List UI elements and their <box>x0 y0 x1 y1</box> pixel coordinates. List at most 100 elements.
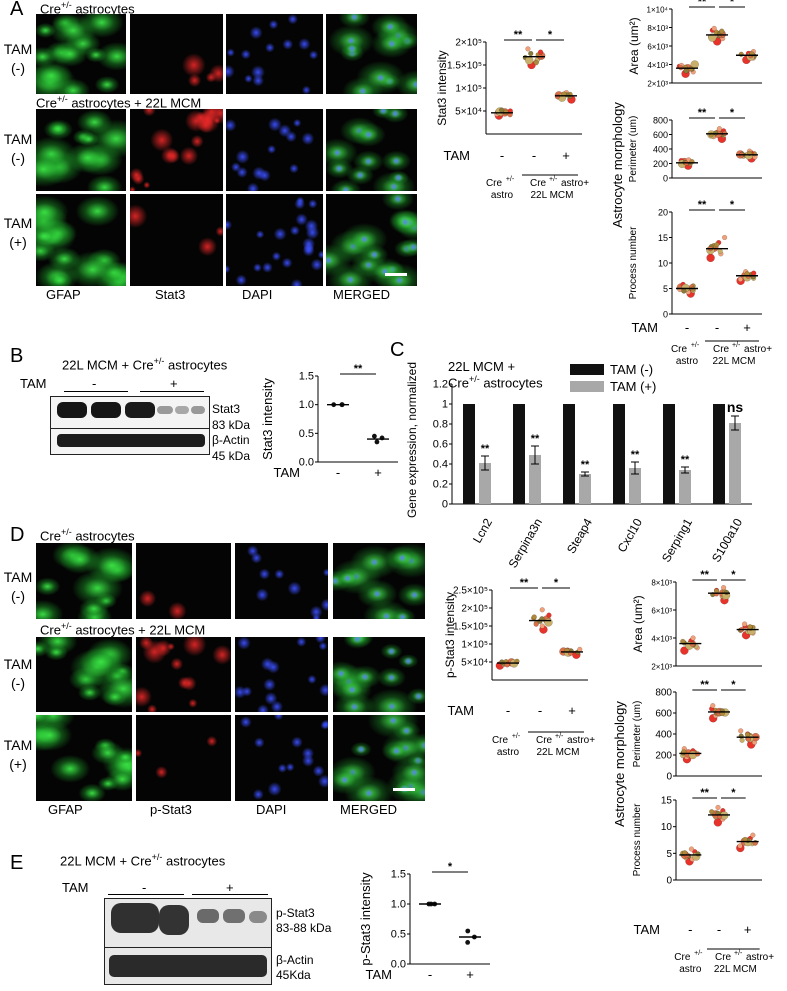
micrograph-d-r2-stat3 <box>136 637 231 712</box>
tam-plus-sign: + <box>226 880 234 895</box>
y-tick-label: 2×10⁵ <box>461 604 488 615</box>
data-point <box>554 94 561 100</box>
data-point <box>537 49 544 55</box>
pstat3-band <box>249 911 267 923</box>
y-tick-label: 0.2 <box>433 479 448 491</box>
group-label-mcm: 22L MCM <box>537 747 580 758</box>
x-axis-label: TAM <box>274 465 300 480</box>
y-tick-label: 800 <box>655 688 672 699</box>
morphology-title: Astrocyte morphology <box>612 701 627 827</box>
data-point <box>706 253 715 263</box>
title-text: 22L MCM + Cre <box>60 853 152 869</box>
data-point <box>710 703 716 709</box>
data-point <box>751 270 757 276</box>
stat3-band <box>57 402 87 418</box>
tam-label: TAM <box>444 148 470 163</box>
y-tick-label: 200 <box>653 159 668 169</box>
tam-minus-sign: - <box>142 880 147 895</box>
y-tick-label: 0.5 <box>299 428 314 440</box>
data-point <box>465 928 471 934</box>
group-label-astro: astro <box>497 747 520 758</box>
data-point <box>716 126 722 132</box>
group-label-mcm: Cre <box>536 735 553 746</box>
y-tick-label: 1×10⁵ <box>461 640 488 651</box>
significance-label: * <box>731 569 736 581</box>
tam-state: (-) <box>11 588 25 604</box>
data-point <box>719 28 725 34</box>
data-point <box>714 242 720 248</box>
title-text: Cre <box>448 375 469 391</box>
pstat3-band <box>223 909 245 923</box>
group-label-sup: +/- <box>732 342 741 349</box>
pstat3-band <box>197 909 219 923</box>
micrograph-d-r1-stat3 <box>136 543 231 619</box>
tam-sign: - <box>688 922 692 937</box>
tam-minus-bracket <box>64 391 128 392</box>
bar-tam-minus <box>513 404 525 504</box>
group-label-sup: +/- <box>691 342 700 349</box>
data-point <box>577 646 583 653</box>
group-label-astro: Cre <box>671 344 688 355</box>
tam-label: TAM <box>634 922 660 937</box>
title-sup: +/- <box>60 527 72 537</box>
channel-label-dapi: DAPI <box>242 287 273 302</box>
y-tick-label: 1.5×10⁵ <box>453 622 488 633</box>
panel-c-title-line1: 22L MCM + <box>448 359 516 374</box>
panel-d-row1-title: Cre+/- astrocytes <box>40 527 135 543</box>
tam-sign: - <box>532 148 536 163</box>
group-label-mcm: 22L MCM <box>531 190 574 201</box>
micrograph-d-r1-merged <box>333 543 425 619</box>
band-label-actin: β-Actin <box>212 433 250 447</box>
y-tick-label: 1 <box>442 399 448 411</box>
tam-state: (-) <box>11 60 25 76</box>
channel-label-pstat3: p-Stat3 <box>150 802 192 817</box>
data-point <box>533 60 539 66</box>
significance-label: * <box>554 577 559 589</box>
channel-label-gfap: GFAP <box>46 287 81 302</box>
tam-sign: - <box>538 703 542 718</box>
band-label-stat3-size: 83 kDa <box>212 418 251 432</box>
y-tick-label: 0.4 <box>433 459 448 471</box>
data-point <box>690 635 696 641</box>
group-label-mcm: astro+ <box>744 344 772 355</box>
panel-label-b: B <box>10 345 24 367</box>
group-label-sup: +/- <box>734 950 743 957</box>
y-tick-label: 5 <box>663 284 668 294</box>
y-axis-label: Gene expression, normalized <box>405 362 419 518</box>
significance-label: ** <box>681 454 690 466</box>
title-text: astrocytes + 22L MCM <box>71 622 206 638</box>
tam-text: TAM <box>3 656 33 672</box>
panel-a-row2-title: Cre+/- astrocytes + 22L MCM <box>36 94 201 110</box>
legend-label-tam-plus: TAM (+) <box>610 379 656 394</box>
data-point <box>708 33 717 42</box>
significance-label: ** <box>354 363 363 375</box>
significance-label: ** <box>514 29 523 41</box>
y-tick-label: 8×10³ <box>651 579 672 588</box>
data-point <box>683 68 689 74</box>
data-point <box>546 612 552 618</box>
band-label-actin: β-Actin <box>276 953 314 967</box>
tam-text: TAM <box>3 41 33 57</box>
micrograph-a-r1-stat3 <box>130 14 223 94</box>
y-tick-label: 1.0 <box>299 399 314 411</box>
tam-plus-bracket <box>140 391 204 392</box>
y-tick-label: 1.5 <box>299 371 314 383</box>
y-tick-label: 0.6 <box>433 439 448 451</box>
panel-d-row1-label: TAM (-) <box>0 568 36 606</box>
y-tick-label: 15 <box>658 233 668 243</box>
significance-label: ** <box>700 679 709 691</box>
micrograph-a-r2-merged <box>326 109 417 191</box>
micrograph-d-r3-stat3 <box>136 715 231 801</box>
title-sup: +/- <box>60 621 72 631</box>
tam-text: TAM <box>3 131 33 147</box>
y-tick-label: 1.2 <box>433 379 448 391</box>
tam-plus-sign: + <box>170 376 178 391</box>
y-tick-label: 2×10⁵ <box>455 38 482 49</box>
micrograph-d-r2-dapi <box>235 637 328 712</box>
scale-bar <box>393 788 415 791</box>
tam-text: TAM <box>3 569 33 585</box>
tam-sign: + <box>743 320 751 335</box>
y-axis-label: Process number <box>628 226 639 299</box>
tam-minus-bracket <box>108 894 184 895</box>
